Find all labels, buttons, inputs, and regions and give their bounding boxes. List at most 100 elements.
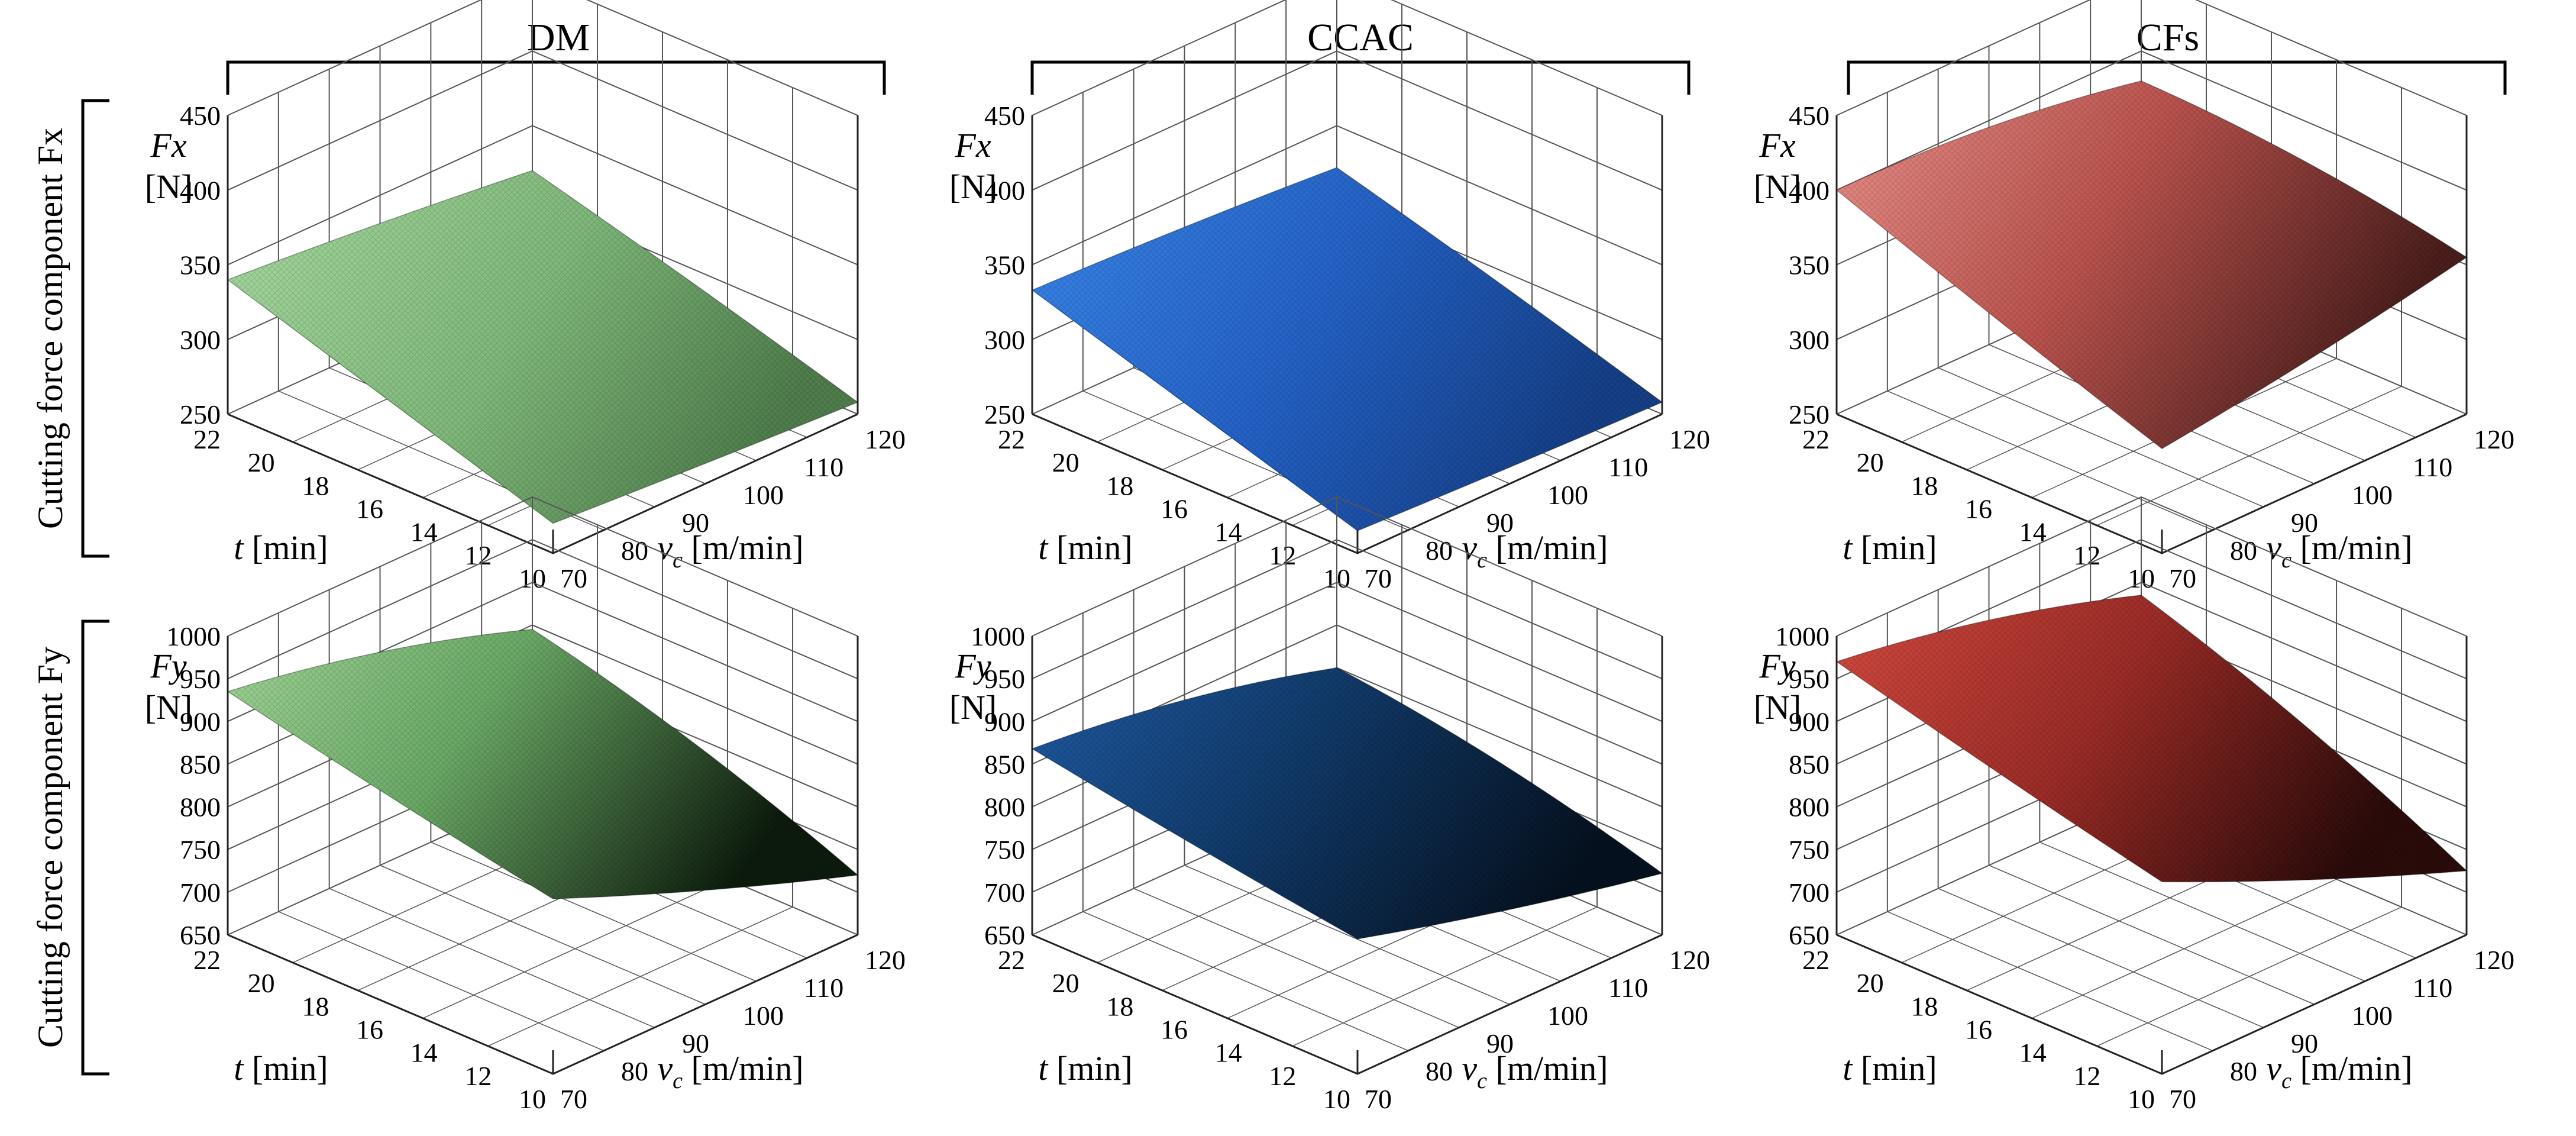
column-bracket-ccac xyxy=(1030,60,1691,95)
z-tick-label: 250 xyxy=(180,399,221,430)
z-axis-label: Fy xyxy=(1759,647,1795,685)
vc-axis-unit: [m/min] xyxy=(2291,528,2413,567)
t-tick-label: 12 xyxy=(2073,540,2100,570)
grid-line xyxy=(1292,906,1598,1047)
t-tick-label: 22 xyxy=(193,424,221,454)
z-tick-label: 700 xyxy=(180,877,221,908)
z-axis-label: Fx xyxy=(1759,126,1795,164)
vc-tick-label: 70 xyxy=(2169,1084,2196,1114)
t-tick-label: 10 xyxy=(2128,1084,2155,1114)
grid-line xyxy=(1836,50,2467,191)
z-tick-label: 800 xyxy=(180,792,221,822)
t-axis-var: t xyxy=(234,1049,244,1087)
vc-tick-label: 100 xyxy=(743,1001,784,1031)
response-surface-ccac xyxy=(1031,667,1663,940)
vc-axis-unit: [m/min] xyxy=(1487,528,1608,567)
t-tick-label: 22 xyxy=(1802,424,1830,454)
z-tick-label: 950 xyxy=(984,664,1025,694)
vc-axis-sub: c xyxy=(1477,1069,1487,1093)
vc-tick-label: 110 xyxy=(1608,452,1648,482)
t-tick-label: 18 xyxy=(1106,991,1133,1021)
t-axis-unit: [min] xyxy=(243,528,328,567)
t-tick-label: 20 xyxy=(1052,968,1079,998)
t-tick-label: 18 xyxy=(302,470,329,501)
z-axis-label: Fy xyxy=(954,647,991,685)
vc-tick-label: 110 xyxy=(2413,973,2452,1003)
z-tick-label: 450 xyxy=(984,101,1025,131)
z-tick-label: 1000 xyxy=(1775,621,1830,651)
row-label-fy-text: Cutting force component Fy xyxy=(31,647,70,1048)
z-tick-label: 850 xyxy=(180,749,221,779)
t-tick-label: 12 xyxy=(1269,1061,1296,1091)
z-tick-label: 800 xyxy=(1789,792,1830,822)
z-tick-label: 300 xyxy=(984,325,1025,355)
vc-axis-unit: [m/min] xyxy=(683,528,804,567)
z-axis-label: Fx xyxy=(150,126,186,164)
z-tick-label: 900 xyxy=(1789,706,1830,737)
z-tick-label: 250 xyxy=(984,399,1025,430)
vc-tick-label: 90 xyxy=(682,1028,709,1058)
t-tick-label: 22 xyxy=(193,945,221,975)
column-bracket-dm xyxy=(226,60,886,95)
z-tick-label: 750 xyxy=(984,835,1025,865)
response-surface-dm xyxy=(227,170,859,524)
z-axis-unit: [N] xyxy=(949,688,997,727)
vc-axis-label: vc [m/min] xyxy=(657,528,803,573)
vc-tick-label: 90 xyxy=(2291,1028,2318,1058)
t-tick-label: 12 xyxy=(464,1061,492,1091)
vc-tick-label: 110 xyxy=(2413,452,2452,482)
response-surface-ccac xyxy=(1031,167,1663,531)
grid-line xyxy=(1133,888,1459,1028)
z-tick-label: 750 xyxy=(1789,835,1830,865)
z-tick-label: 850 xyxy=(1789,749,1830,779)
grid-line xyxy=(2096,906,2402,1047)
vc-tick-label: 80 xyxy=(2230,1056,2257,1086)
vc-axis-var: v xyxy=(2266,1049,2281,1087)
vc-axis-sub: c xyxy=(1477,548,1487,573)
vc-tick-label: 120 xyxy=(1669,424,1710,454)
z-axis-unit: [N] xyxy=(145,167,193,206)
z-tick-label: 800 xyxy=(984,792,1025,822)
grid-line xyxy=(1032,0,1663,116)
t-tick-label: 20 xyxy=(1857,447,1884,477)
t-axis-label: t [min] xyxy=(1843,1049,1937,1087)
vc-tick-label: 110 xyxy=(804,452,843,482)
t-tick-label: 18 xyxy=(1911,470,1938,501)
surface-mesh xyxy=(228,629,858,899)
t-tick-label: 16 xyxy=(1965,494,1992,524)
t-tick-label: 10 xyxy=(519,1084,546,1114)
vc-tick-label: 70 xyxy=(1365,563,1392,593)
vc-tick-label: 100 xyxy=(1547,1001,1588,1031)
vc-axis-var: v xyxy=(2266,528,2281,567)
vc-tick-label: 100 xyxy=(1547,480,1588,510)
grid-line xyxy=(1887,911,2213,1051)
t-tick-label: 12 xyxy=(1269,540,1296,570)
grid-line xyxy=(1082,911,1409,1051)
column-header-dm-text: DM xyxy=(527,16,590,59)
z-tick-label: 900 xyxy=(180,706,221,737)
grid-line xyxy=(1989,864,2315,1005)
t-axis-var: t xyxy=(234,528,244,567)
grid-line xyxy=(227,0,858,116)
grid-line xyxy=(422,879,728,1019)
grid-line xyxy=(1836,496,2467,637)
t-tick-label: 16 xyxy=(356,494,383,524)
t-axis-var: t xyxy=(1038,528,1049,567)
z-tick-label: 450 xyxy=(1789,101,1830,131)
t-tick-label: 12 xyxy=(2073,1061,2100,1091)
vc-axis-unit: [m/min] xyxy=(2291,1049,2413,1087)
z-tick-label: 650 xyxy=(1789,920,1830,950)
vc-axis-label: vc [m/min] xyxy=(2266,528,2412,573)
response-surface-cfs xyxy=(1835,80,2468,450)
grid-line xyxy=(1184,864,1510,1005)
grid-line xyxy=(1032,50,1663,191)
vc-tick-label: 80 xyxy=(1426,535,1453,566)
vc-axis-sub: c xyxy=(2281,548,2291,573)
z-tick-label: 950 xyxy=(180,664,221,694)
grid-line xyxy=(1938,888,2264,1028)
z-tick-label: 850 xyxy=(984,749,1025,779)
grid-line xyxy=(1836,0,2467,116)
grid-line xyxy=(1887,390,2213,531)
